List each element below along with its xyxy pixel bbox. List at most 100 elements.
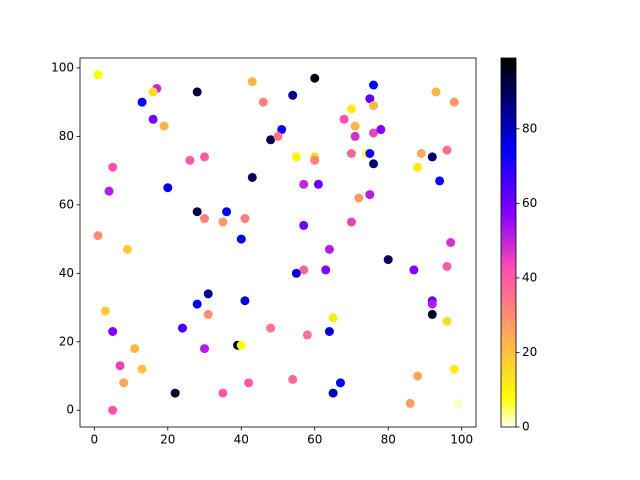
x-tick-label: 100 xyxy=(450,433,473,447)
colorbar-segment xyxy=(501,396,516,400)
y-tick-label: 60 xyxy=(59,197,74,211)
y-tick-label: 80 xyxy=(59,129,74,143)
point xyxy=(104,186,114,196)
point xyxy=(365,94,375,104)
point xyxy=(299,220,309,230)
colorbar-segment xyxy=(501,214,516,219)
point xyxy=(185,155,195,165)
colorbar-segment xyxy=(501,408,516,413)
colorbar-segment xyxy=(501,104,516,108)
colorbar-segment xyxy=(501,128,516,133)
point xyxy=(365,190,375,200)
point xyxy=(119,378,129,388)
point xyxy=(277,125,287,135)
point xyxy=(240,296,250,306)
colorbar-segment xyxy=(501,322,516,327)
colorbar-segment xyxy=(501,383,516,388)
point xyxy=(130,344,140,354)
colorbar-segment xyxy=(501,67,516,71)
y-tick-label: 100 xyxy=(51,60,74,74)
colorbar-segment xyxy=(501,134,516,139)
point xyxy=(137,97,147,107)
colorbar-segment xyxy=(501,300,516,305)
colorbar-tick-label: 0 xyxy=(522,420,530,434)
point xyxy=(192,207,202,217)
point xyxy=(122,244,132,254)
point xyxy=(288,374,298,384)
point xyxy=(137,364,147,374)
point xyxy=(247,172,257,182)
colorbar-segment xyxy=(501,119,516,124)
point xyxy=(354,193,364,203)
point xyxy=(299,179,309,189)
point xyxy=(203,309,213,319)
x-tick-label: 20 xyxy=(160,433,175,447)
point xyxy=(148,114,158,124)
colorbar-segment xyxy=(501,316,516,320)
colorbar-segment xyxy=(501,61,516,65)
colorbar-segment xyxy=(501,205,516,210)
point xyxy=(449,364,459,374)
point xyxy=(266,323,276,333)
colorbar-segment xyxy=(501,387,516,391)
point xyxy=(302,330,312,340)
x-tick-label: 80 xyxy=(381,433,396,447)
point xyxy=(310,73,320,83)
point xyxy=(369,128,379,138)
colorbar-segment xyxy=(501,307,516,311)
colorbar-segment xyxy=(501,162,516,167)
point xyxy=(115,361,125,371)
colorbar-segment xyxy=(501,356,516,360)
colorbar-segment xyxy=(501,58,516,62)
point xyxy=(288,90,298,100)
colorbar-segment xyxy=(501,297,516,302)
point xyxy=(299,265,309,275)
colorbar-segment xyxy=(501,156,516,161)
colorbar-segment xyxy=(501,304,516,308)
point xyxy=(427,152,437,162)
colorbar-segment xyxy=(501,340,516,345)
point xyxy=(200,152,210,162)
colorbar-segment xyxy=(501,365,516,370)
point xyxy=(321,265,331,275)
point xyxy=(148,87,158,97)
point xyxy=(442,316,452,326)
point xyxy=(435,176,445,186)
point xyxy=(170,388,180,398)
point xyxy=(328,313,338,323)
colorbar-segment xyxy=(501,233,516,237)
colorbar-segment xyxy=(501,187,516,191)
point xyxy=(369,101,379,111)
colorbar-segment xyxy=(501,73,516,78)
colorbar-segment xyxy=(501,319,516,324)
colorbar-segment xyxy=(501,273,516,277)
colorbar-segment xyxy=(501,242,516,247)
y-tick-label: 40 xyxy=(59,266,74,280)
colorbar-segment xyxy=(501,82,516,87)
colorbar-segment xyxy=(501,414,516,419)
colorbar-segment xyxy=(501,294,516,299)
colorbar-segment xyxy=(501,220,516,225)
point xyxy=(376,125,386,135)
point xyxy=(159,121,169,131)
colorbar-segment xyxy=(501,147,516,151)
colorbar-segment xyxy=(501,334,516,339)
colorbar-segment xyxy=(501,116,516,121)
point xyxy=(163,183,173,193)
point xyxy=(192,299,202,309)
colorbar-segment xyxy=(501,267,516,271)
point xyxy=(258,97,268,107)
colorbar-segment xyxy=(501,153,516,157)
colorbar-frame xyxy=(500,57,517,428)
colorbar-segment xyxy=(501,260,516,265)
colorbar-segment xyxy=(501,171,516,176)
colorbar-segment xyxy=(501,190,516,194)
colorbar-segment xyxy=(501,254,516,259)
point xyxy=(442,261,452,271)
colorbar-segment xyxy=(501,101,516,105)
colorbar-segment xyxy=(501,125,516,130)
colorbar-segment xyxy=(501,420,516,425)
colorbar-segment xyxy=(501,368,516,373)
colorbar-segment xyxy=(501,285,516,290)
